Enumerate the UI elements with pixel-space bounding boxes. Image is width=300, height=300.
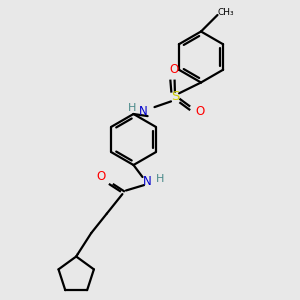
Text: O: O <box>97 169 106 183</box>
Text: H: H <box>156 173 165 184</box>
Text: H: H <box>128 103 136 113</box>
Text: CH₃: CH₃ <box>218 8 234 17</box>
Text: N: N <box>139 105 148 118</box>
Text: O: O <box>196 105 205 118</box>
Text: S: S <box>171 90 180 104</box>
Text: N: N <box>143 175 152 188</box>
Text: O: O <box>170 63 179 76</box>
